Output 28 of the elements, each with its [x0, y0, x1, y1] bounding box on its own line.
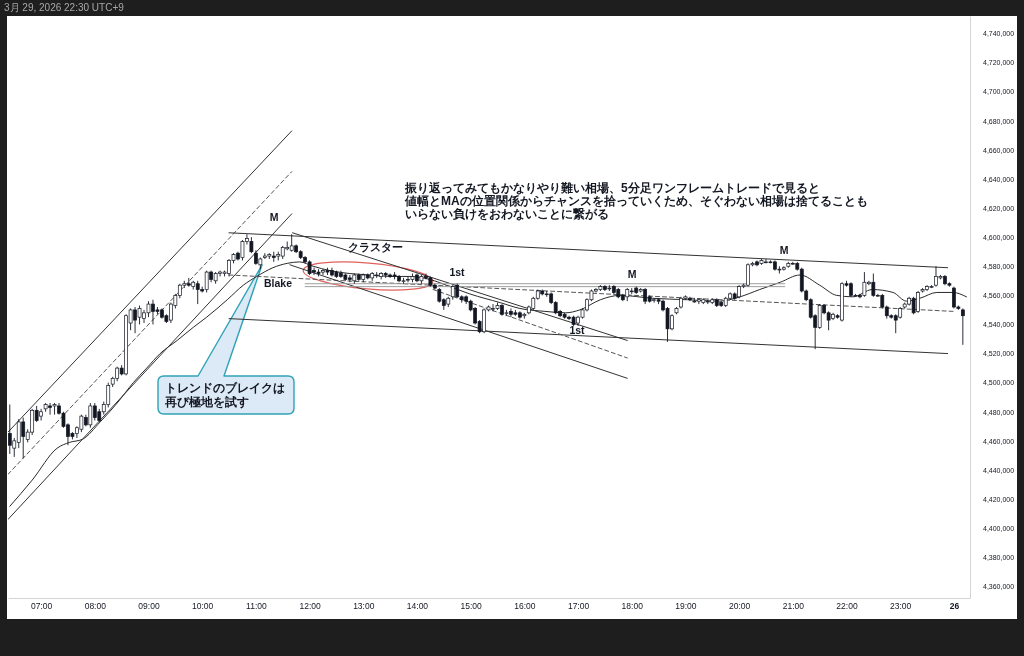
annotation: 1st — [569, 324, 586, 336]
annotation: Blake — [263, 277, 293, 289]
x-tick-label: 16:00 — [514, 601, 536, 612]
x-tick-label: 15:00 — [460, 601, 483, 612]
x-tick-label: 09:00 — [138, 601, 160, 612]
x-tick-label: 11:00 — [246, 601, 267, 612]
annotation: 1st — [449, 266, 466, 278]
x-tick-label: 13:00 — [353, 601, 375, 612]
x-tick-label: 07:00 — [30, 601, 53, 612]
x-tick-label: 21:00 — [782, 601, 805, 612]
annotation: トレンドのブレイクは再び極地を試す — [164, 381, 285, 409]
annotation: M — [627, 268, 637, 280]
x-tick-label: 12:00 — [299, 601, 321, 612]
annotation: 振り返ってみてもかなりやり難い相場、5分足ワンフレームトレードで見ると値幅とMAの位置関係からチャンスを拾っていくため、そぐわない相場は捨てることもいらない負けをおわないことに繋がる — [404, 181, 868, 221]
x-tick-label: 20:00 — [728, 601, 751, 612]
x-tick-label: 18:00 — [621, 601, 644, 612]
chart-title: 3月 29, 2026 22:30 UTC+9 — [4, 2, 125, 13]
x-tick-label: 22:00 — [836, 601, 858, 612]
x-tick-label: 17:00 — [567, 601, 590, 612]
annotation: M — [269, 211, 279, 223]
x-tick-label: 10:00 — [192, 601, 214, 612]
x-tick-label: 14:00 — [406, 601, 429, 612]
x-tick-label: 08:00 — [84, 601, 107, 612]
x-tick-label: 19:00 — [675, 601, 697, 612]
x-tick-label: 23:00 — [890, 601, 912, 612]
annotation: M — [779, 244, 789, 256]
x-tick-label: 26 — [949, 601, 960, 612]
annotation: クラスター — [347, 241, 403, 253]
